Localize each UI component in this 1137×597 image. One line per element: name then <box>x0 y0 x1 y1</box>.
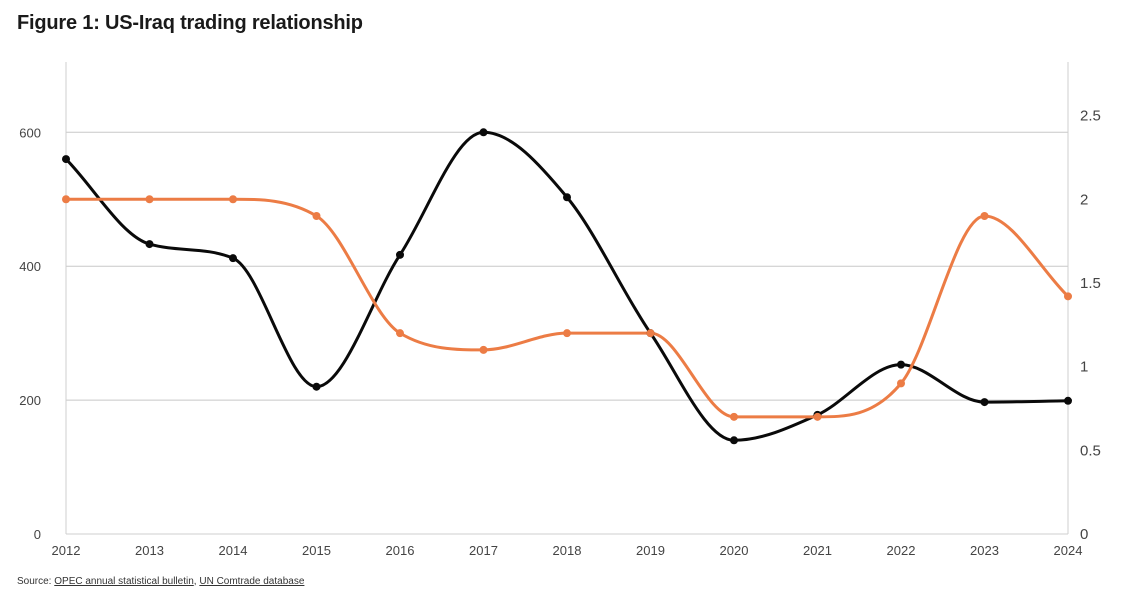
y-right-tick-label: 1.5 <box>1080 275 1101 292</box>
y-right-tick-label: 2 <box>1080 191 1088 208</box>
data-point-orange <box>62 195 70 204</box>
x-tick-label: 2018 <box>553 543 582 558</box>
source-link-un-comtrade[interactable]: UN Comtrade database <box>199 576 305 587</box>
data-point-black <box>980 398 989 407</box>
data-point-black <box>563 193 571 202</box>
data-point-black <box>145 240 154 249</box>
x-tick-label: 2022 <box>887 543 916 558</box>
data-point-black <box>479 128 488 137</box>
x-tick-label: 2016 <box>386 543 415 558</box>
data-point-orange <box>229 195 237 204</box>
data-point-orange <box>897 379 905 388</box>
data-point-orange <box>145 195 154 204</box>
data-point-black <box>897 360 905 369</box>
data-point-black <box>396 250 404 259</box>
series-points <box>62 128 1072 445</box>
y-left-tick-label: 200 <box>19 393 41 408</box>
x-tick-label: 2012 <box>52 543 81 558</box>
y-left-tick-label: 0 <box>34 527 41 542</box>
source-separator: , <box>193 576 200 587</box>
data-point-orange <box>730 412 738 421</box>
data-point-orange <box>813 412 822 421</box>
x-tick-label: 2024 <box>1054 543 1083 558</box>
data-point-black <box>1064 396 1072 405</box>
y-right-tick-label: 0.5 <box>1080 442 1101 459</box>
y-left-tick-label: 600 <box>19 125 41 140</box>
series-line-black <box>64 130 1070 442</box>
y-right-tick-label: 2.5 <box>1080 108 1101 125</box>
source-note: Source: OPEC annual statistical bulletin… <box>17 576 304 587</box>
series-lines <box>64 130 1070 442</box>
y-right-tick-label: 0 <box>1080 526 1088 543</box>
source-prefix: Source: <box>17 576 55 587</box>
y-axis-left-ticks: 0 200 400 600 <box>19 125 41 542</box>
x-tick-label: 2017 <box>469 543 498 558</box>
x-tick-label: 2020 <box>720 543 749 558</box>
data-point-black <box>62 155 70 164</box>
x-tick-label: 2013 <box>135 543 164 558</box>
y-left-tick-label: 400 <box>19 259 41 274</box>
x-tick-label: 2021 <box>803 543 832 558</box>
y-axis-right-ticks: 0 0.5 1 1.5 2 2.5 <box>1080 108 1101 543</box>
chart-title: Figure 1: US-Iraq trading relationship <box>17 12 363 34</box>
source-link-opec[interactable]: OPEC annual statistical bulletin <box>54 576 194 587</box>
data-point-orange <box>312 211 321 220</box>
y-right-tick-label: 1 <box>1080 359 1088 376</box>
data-point-orange <box>980 211 989 220</box>
data-point-black <box>730 436 738 445</box>
data-point-orange <box>646 329 655 338</box>
data-point-orange <box>479 345 488 354</box>
data-point-black <box>312 382 321 391</box>
data-point-black <box>229 254 237 263</box>
x-tick-label: 2019 <box>636 543 665 558</box>
data-point-orange <box>1064 292 1072 301</box>
x-tick-label: 2023 <box>970 543 999 558</box>
data-point-orange <box>396 329 404 338</box>
series-line-orange <box>64 197 1070 419</box>
gridlines <box>66 131 1068 401</box>
x-axis-ticks: 2012 2013 2014 2015 2016 2017 2018 2019 2020 2021… <box>52 543 1083 558</box>
x-tick-label: 2015 <box>302 543 331 558</box>
data-point-orange <box>563 329 571 338</box>
x-tick-label: 2014 <box>219 543 248 558</box>
